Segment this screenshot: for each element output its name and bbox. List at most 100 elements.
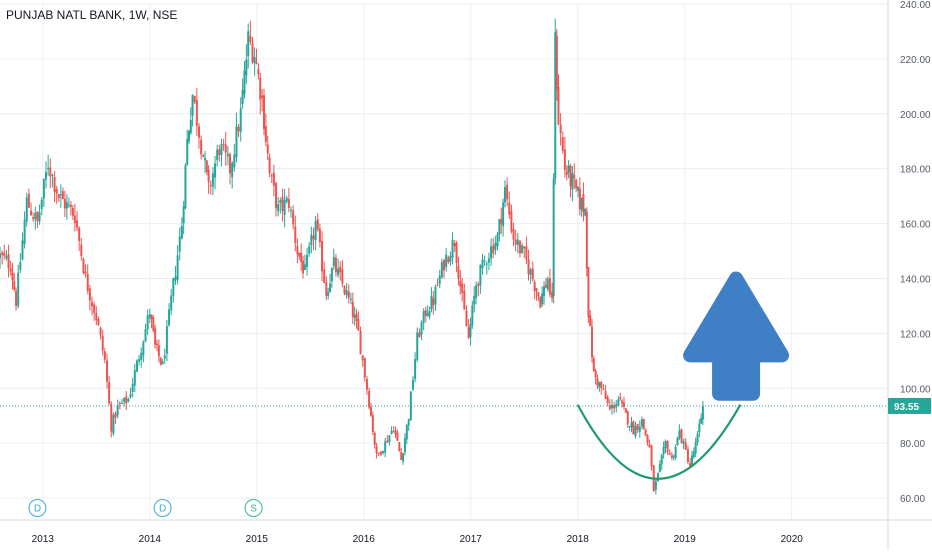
- candle-down: [569, 165, 572, 187]
- candle-down: [108, 382, 111, 404]
- x-tick-label: 2020: [781, 534, 804, 545]
- candle-up: [411, 379, 414, 390]
- candle-down: [268, 157, 271, 173]
- candle-up: [182, 206, 185, 224]
- candle-up: [65, 202, 68, 209]
- candle-down: [539, 296, 542, 308]
- candle-up: [127, 398, 130, 402]
- rounded-bottom-arc: [576, 404, 742, 480]
- candle-down: [157, 345, 160, 357]
- candle-down: [361, 355, 364, 361]
- candle-up: [45, 172, 48, 180]
- candle-down: [101, 335, 104, 351]
- candle-down: [264, 126, 267, 142]
- candle-down: [272, 172, 275, 186]
- candle-up: [676, 437, 679, 446]
- candle-up: [174, 276, 177, 281]
- candle-down: [518, 241, 521, 254]
- candle-down: [447, 257, 450, 263]
- candle-down: [432, 298, 435, 306]
- candle-up: [438, 275, 441, 284]
- candle-up: [420, 322, 423, 335]
- candle-down: [512, 229, 515, 240]
- candle-up: [180, 225, 183, 239]
- candle-down: [73, 215, 76, 224]
- y-tick-label: 100.00: [900, 384, 931, 395]
- candle-up: [140, 352, 143, 360]
- candle-down: [621, 400, 624, 404]
- candle-up: [405, 424, 408, 440]
- candle-up: [628, 426, 631, 428]
- candle-down: [565, 171, 568, 176]
- candle-up: [451, 239, 454, 258]
- candle-up: [567, 165, 570, 173]
- candle-down: [602, 388, 605, 391]
- candle-down: [525, 246, 528, 260]
- candle-down: [686, 449, 689, 463]
- candle-up: [678, 430, 681, 438]
- candle-up: [5, 256, 8, 259]
- candle-down: [436, 285, 439, 287]
- candle-down: [49, 167, 52, 177]
- candle-down: [666, 440, 669, 453]
- candle-down: [563, 149, 566, 170]
- candle-down: [400, 452, 403, 460]
- candle-up: [247, 31, 250, 57]
- candle-down: [604, 391, 607, 400]
- candle-down: [222, 144, 225, 146]
- candle-up: [422, 310, 425, 324]
- x-tick-label: 2014: [139, 534, 162, 545]
- candle-up: [129, 393, 132, 397]
- x-tick-label: 2018: [567, 534, 590, 545]
- candle-down: [71, 207, 74, 216]
- candle-up: [184, 165, 187, 209]
- candle-up: [186, 139, 189, 165]
- y-tick-label: 120.00: [900, 329, 931, 340]
- candle-up: [21, 240, 24, 260]
- candle-up: [498, 219, 501, 235]
- candle-up: [658, 464, 661, 473]
- candle-up: [541, 293, 544, 305]
- candle-up: [135, 360, 138, 372]
- candle-up: [662, 446, 665, 455]
- candle-down: [262, 95, 265, 130]
- candle-up: [329, 283, 332, 293]
- candle-down: [249, 36, 252, 43]
- candle-down: [237, 126, 240, 132]
- candle-down: [292, 210, 295, 225]
- candle-down: [506, 184, 509, 200]
- candle-down: [36, 211, 39, 222]
- candle-up: [584, 209, 587, 216]
- candle-down: [200, 139, 203, 155]
- candle-down: [82, 258, 85, 274]
- candle-down: [296, 245, 299, 255]
- candle-up: [426, 313, 429, 316]
- candle-down: [339, 266, 342, 273]
- candle-down: [510, 211, 513, 232]
- candle-down: [578, 188, 581, 210]
- candle-down: [371, 415, 374, 433]
- candle-up: [233, 154, 236, 168]
- y-tick-label: 240.00: [900, 0, 931, 11]
- candle-down: [69, 204, 72, 207]
- candle-up: [42, 178, 45, 199]
- candle-up: [664, 441, 667, 448]
- up-arrow-shape: [683, 271, 790, 401]
- candle-up: [51, 174, 54, 176]
- candle-down: [467, 327, 470, 338]
- candle-up: [204, 157, 207, 161]
- candle-up: [698, 423, 701, 433]
- candle-up: [546, 278, 549, 290]
- candle-up: [390, 430, 393, 434]
- candle-down: [551, 291, 554, 299]
- y-tick-label: 220.00: [900, 55, 931, 66]
- candle-down: [78, 227, 81, 242]
- candle-down: [373, 432, 376, 445]
- candle-up: [67, 204, 70, 206]
- candle-down: [229, 154, 232, 174]
- candle-down: [95, 312, 98, 321]
- candle-up: [384, 441, 387, 453]
- candle-up: [308, 246, 311, 254]
